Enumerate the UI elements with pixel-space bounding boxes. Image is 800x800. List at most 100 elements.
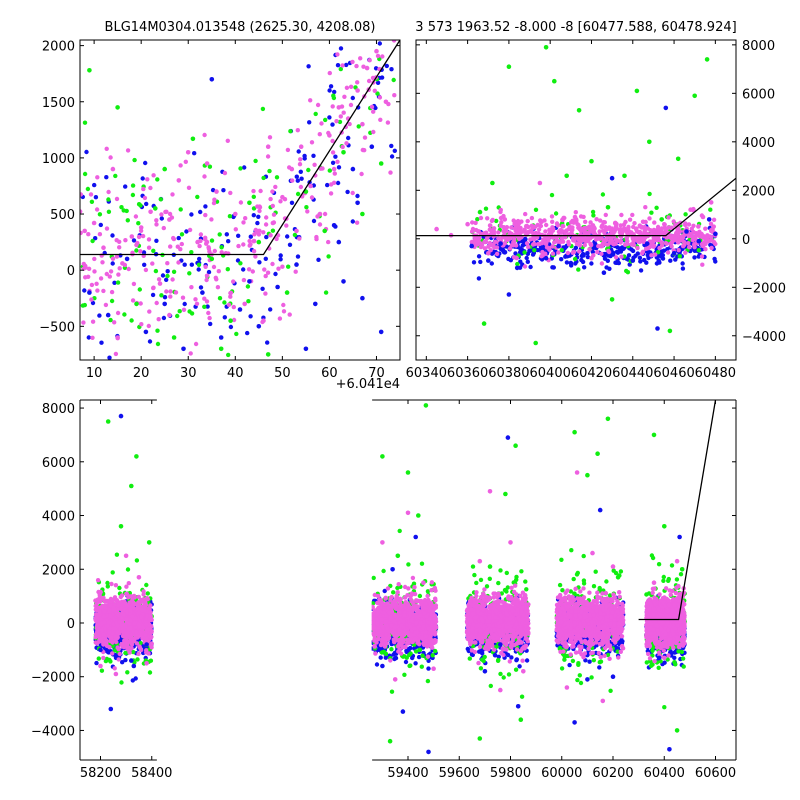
panel-1-cloud-point <box>101 288 106 294</box>
panel-3-season-1-point <box>116 602 121 608</box>
panel-3-season-1-point <box>120 633 126 639</box>
panel-2-cloud-point <box>637 255 643 260</box>
panel-2-series-3-point <box>605 205 611 210</box>
panel-2-cloud-point <box>476 229 481 234</box>
panel-3-season-2-point <box>395 590 400 595</box>
panel-1-cloud-point <box>198 209 203 215</box>
panel-1-cloud-point <box>176 235 181 241</box>
panel-2-cloud-point <box>504 244 509 249</box>
panel-3-season-2-point <box>389 689 395 694</box>
panel-2-cloud-point <box>613 241 618 246</box>
panel-3-season-1-point <box>113 634 119 640</box>
panel-1-cloud-point <box>326 254 331 259</box>
panel-1-series-2-point <box>143 329 149 335</box>
panel-1-cloud-point <box>278 253 283 258</box>
panel-3-season-1-point <box>108 659 113 664</box>
panel-2-cloud-point <box>624 236 629 241</box>
panel-2-cloud-point <box>614 249 620 255</box>
panel-3-season-1-point <box>115 629 120 635</box>
panel-2-cloud-point <box>644 246 649 251</box>
panel-1-cloud-point <box>336 165 342 170</box>
panel-1-cloud-point <box>392 148 397 153</box>
panel-1-cloud-point <box>125 148 131 153</box>
panel-1-cloud-point <box>162 295 168 300</box>
panel-1-series-2-point <box>209 77 215 82</box>
panel-1-cloud-point <box>292 232 298 238</box>
panel-2-cloud-point <box>544 222 549 228</box>
panel-2-cloud-point <box>563 244 568 250</box>
panel-2-cloud-point <box>582 242 587 248</box>
panel-1-cloud-point <box>335 159 340 164</box>
panel-1-cloud-point <box>121 208 126 213</box>
panel-3-season-2-point <box>402 584 408 590</box>
panel-2-cloud-point <box>648 228 653 233</box>
panel-1-cloud-point <box>202 296 207 301</box>
panel-3-season-2-point <box>391 590 396 595</box>
panel-3-season-1-point <box>141 592 146 597</box>
panel-1-cloud-point <box>298 169 303 174</box>
panel-2-cloud-point <box>655 224 661 230</box>
panel-2-series-1-point <box>516 236 522 242</box>
panel-1-series-1-point <box>167 312 172 318</box>
panel-1-series-3-point <box>153 206 158 211</box>
panel-2-cloud-point <box>656 258 661 263</box>
panel-3-season-1-point <box>102 620 107 625</box>
panel-2-title: 3 573 1963.52 -8.000 -8 [60477.588, 6047… <box>415 20 736 35</box>
panel-2-cloud-point <box>514 255 519 261</box>
panel-3-season-1-point <box>127 650 132 655</box>
panel-2-cloud-point <box>625 270 631 275</box>
panel-2-series-1-point <box>585 234 590 239</box>
panel-2-x-tick-label: 60360 <box>447 366 488 381</box>
panel-3-season-1-point <box>95 626 101 631</box>
panel-3-season-1-point <box>139 614 144 620</box>
panel-2-cloud-point <box>582 238 588 243</box>
panel-2-cloud-point <box>564 260 570 265</box>
panel-1-series-2-point <box>237 307 243 312</box>
panel-1-cloud-point <box>110 233 115 238</box>
panel-1-cloud-point <box>108 155 113 160</box>
panel-1-series-3-point <box>209 256 215 262</box>
panel-2-cloud-point <box>705 238 710 243</box>
panel-2-cloud-point <box>675 227 680 232</box>
panel-1-cloud-point <box>274 175 280 180</box>
panel-1-cloud-point <box>254 229 259 235</box>
panel-3-season-1-point <box>142 602 148 608</box>
panel-2-cloud-point <box>639 225 645 230</box>
panel-1-cloud-point <box>345 189 350 195</box>
panel-1-cloud-point <box>179 241 184 247</box>
panel-2-series-2-point <box>568 260 574 266</box>
panel-2-cloud-point <box>618 223 623 228</box>
panel-1-cloud-point <box>83 265 88 270</box>
panel-1-cloud-point <box>375 91 380 96</box>
panel-1-cloud-point <box>90 238 95 244</box>
panel-1-cloud-point <box>155 177 160 182</box>
panel-1-cloud-point <box>115 280 121 285</box>
panel-1-cloud-point <box>228 294 233 299</box>
panel-1-cloud-point <box>106 197 111 202</box>
panel-2-cloud-point <box>699 254 705 259</box>
panel-3-bottom: 58200 58400 59400 59600 59800 60000 60200 60400… <box>31 399 737 781</box>
panel-1-cloud-point <box>366 78 372 84</box>
panel-3-season-1-point <box>148 642 153 647</box>
panel-2-series-3-point <box>622 173 627 179</box>
panel-1-cloud-point <box>297 162 303 167</box>
panel-1-series-3-point <box>162 166 167 172</box>
panel-2-cloud-point <box>672 236 677 242</box>
panel-1-series-2-point <box>218 335 224 340</box>
panel-1-cloud-point <box>265 270 271 275</box>
panel-2-cloud-point <box>559 257 564 262</box>
panel-3-season-1-point <box>144 648 149 653</box>
panel-2-cloud-point <box>649 242 654 248</box>
panel-1-cloud-point <box>147 309 152 314</box>
panel-2-cloud-point <box>489 251 495 256</box>
panel-3-season-1-point <box>136 651 141 657</box>
panel-3-season-1-point <box>132 638 137 644</box>
panel-1-series-1-point <box>298 144 304 149</box>
panel-1-cloud-point <box>270 228 276 233</box>
panel-1-series-3-point <box>87 68 92 73</box>
panel-1-cloud-point <box>316 257 321 262</box>
panel-1-cloud-point <box>82 288 87 293</box>
panel-1-cloud-point <box>344 62 349 68</box>
panel-2-cloud-point <box>576 222 581 228</box>
panel-2-x-tick-label: 60480 <box>695 366 736 381</box>
